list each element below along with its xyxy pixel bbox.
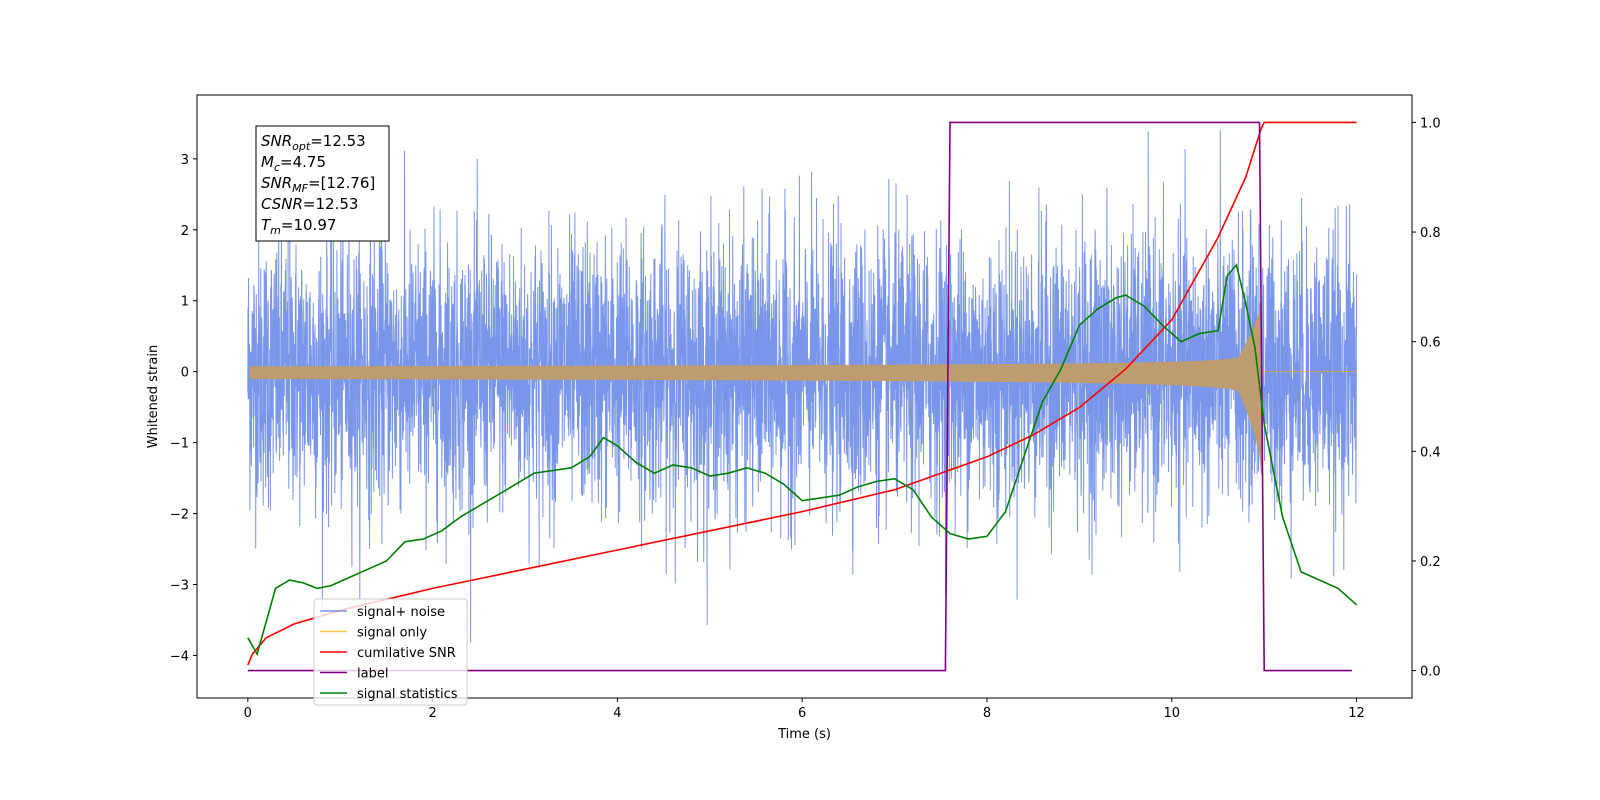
y-tick-label: 0	[181, 366, 189, 381]
annotation-line: SNRMF=[12.76]	[261, 174, 375, 195]
x-axis-label: Time (s)	[777, 727, 831, 742]
y2-tick-label: 0.6	[1420, 336, 1441, 351]
y2-tick-label: 0.4	[1420, 445, 1441, 460]
y2-tick-label: 1.0	[1420, 116, 1441, 131]
plot-frame	[196, 94, 1413, 699]
x-tick-label: 8	[983, 706, 991, 721]
series-label	[247, 121, 1352, 672]
plot-area	[247, 121, 1358, 672]
annotation-line: SNRopt=12.53	[261, 132, 366, 153]
legend-entry: signal+ noise	[357, 605, 445, 620]
y-tick-label: −4	[170, 649, 189, 664]
y-tick-label: −3	[170, 578, 189, 593]
legend-entry: cumilative SNR	[357, 646, 456, 661]
y-tick-label: 2	[181, 224, 189, 239]
annotation-line: Mc=4.75	[261, 153, 326, 174]
y2-tick-label: 0.2	[1420, 555, 1441, 570]
annotation-frame	[255, 125, 390, 242]
series-signal-statistics	[247, 263, 1358, 657]
annotation-line: Tm=10.97	[261, 216, 336, 237]
y2-tick-label: 0.8	[1420, 226, 1441, 241]
y-axis-label: Whitened strain	[146, 345, 161, 448]
legend-frame	[313, 598, 468, 706]
x-tick-label: 2	[428, 706, 436, 721]
annotation-box: SNRopt=12.53Mc=4.75SNRMF=[12.76]CSNR=12.…	[255, 125, 390, 242]
legend: signal+ noise signal only cumilative SNR la…	[313, 598, 468, 706]
series-signal-noise	[247, 130, 1358, 643]
legend-entry: signal statistics	[357, 687, 458, 702]
y2-tick-label: 0.0	[1420, 665, 1441, 680]
y-tick-label: −2	[170, 508, 189, 523]
annotation-line: CSNR=12.53	[261, 195, 358, 213]
legend-entry: label	[357, 667, 388, 682]
x-tick-label: 10	[1163, 706, 1180, 721]
x-tick-label: 6	[798, 706, 806, 721]
x-tick-label: 12	[1348, 706, 1365, 721]
x-tick-label: 0	[244, 706, 252, 721]
legend-entry: signal only	[357, 626, 427, 641]
y-tick-label: 3	[181, 153, 189, 168]
x-tick-label: 4	[613, 706, 621, 721]
y-tick-label: 1	[181, 295, 189, 310]
y-tick-label: −1	[170, 437, 189, 452]
